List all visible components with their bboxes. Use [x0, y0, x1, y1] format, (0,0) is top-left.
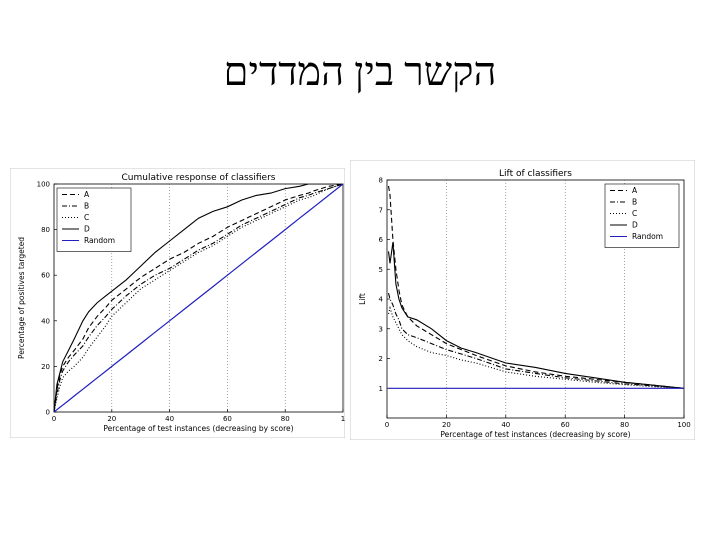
x-tick-label: 40 [165, 415, 174, 423]
series-line-a [54, 184, 343, 412]
chart-title: Lift of classifiers [499, 169, 572, 179]
x-tick-label: 20 [107, 415, 116, 423]
y-tick-label: 3 [379, 325, 383, 333]
x-tick-label: 1 [341, 415, 345, 423]
x-axis-label: Percentage of test instances (decreasing… [440, 430, 630, 439]
x-tick-label: 40 [501, 421, 510, 429]
plot-area [53, 183, 344, 413]
y-tick-label: 20 [41, 363, 50, 371]
x-tick-label: 20 [442, 421, 451, 429]
x-tick-label: 0 [385, 421, 389, 429]
cumulative-response-chart: Cumulative response of classifiers 0 20 40 6… [10, 168, 345, 438]
y-axis-label: Lift [358, 293, 367, 305]
x-tick-label: 60 [561, 421, 570, 429]
y-tick-label: 2 [379, 355, 383, 363]
x-tick-label: 0 [52, 415, 56, 423]
x-axis-label: Percentage of test instances (decreasing… [103, 424, 293, 433]
legend-label: A [632, 186, 638, 195]
series-line-c [387, 305, 684, 389]
lift-chart: Lift of classifiers 0 20 40 60 80 100 1 2 3 4 5 6 7 8 P… [350, 160, 695, 440]
series-line-a [387, 185, 684, 389]
legend-label: A [84, 190, 90, 199]
legend-label: D [632, 221, 638, 230]
y-tick-label: 7 [379, 206, 383, 214]
legend-label: C [632, 209, 637, 218]
y-tick-label: 60 [41, 272, 50, 280]
series-line-d [387, 242, 684, 389]
legend-label: D [84, 225, 90, 234]
y-tick-label: 80 [41, 226, 50, 234]
y-tick-label: 5 [379, 266, 383, 274]
series-line-b [54, 184, 343, 412]
y-tick-label: 40 [41, 317, 50, 325]
legend-label: B [632, 198, 637, 207]
y-axis-label: Percentage of positives targeted [17, 237, 26, 359]
legend-label: C [84, 213, 89, 222]
chart-title: Cumulative response of classifiers [122, 173, 276, 183]
y-tick-label: 100 [37, 181, 50, 189]
y-tick-label: 6 [379, 236, 384, 244]
legend-label: Random [632, 232, 663, 241]
x-tick-label: 80 [620, 421, 629, 429]
legend-label: B [84, 202, 89, 211]
y-tick-label: 0 [46, 409, 50, 417]
x-tick-label: 60 [223, 415, 232, 423]
legend-label: Random [84, 236, 115, 245]
y-tick-label: 8 [379, 177, 383, 185]
slide-title: הקשר בין המדדים [223, 49, 497, 94]
series-line-b [387, 292, 684, 389]
x-tick-label: 100 [677, 421, 690, 429]
y-tick-label: 4 [379, 296, 384, 304]
series-line-random [54, 184, 343, 412]
y-tick-label: 1 [379, 385, 383, 393]
series-line-d [54, 184, 343, 412]
x-tick-label: 80 [281, 415, 290, 423]
